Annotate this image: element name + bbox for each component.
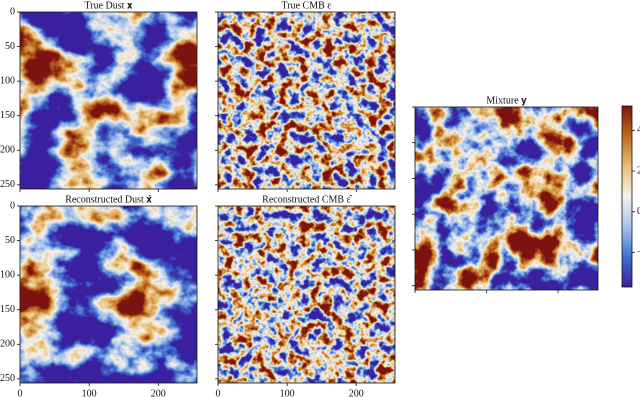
image bbox=[20, 12, 197, 189]
x-tick-label: 0 bbox=[216, 388, 221, 397]
image bbox=[20, 206, 197, 383]
panel: Reconstructed CMB ε̂ 0 100 200 bbox=[215, 194, 396, 397]
colorbar-tick-label: 0 bbox=[637, 206, 640, 217]
x-tick-label: 0 bbox=[18, 388, 23, 397]
panel: True Dust 𝐱 0 50 100 150 200 250 bbox=[0, 0, 198, 192]
colorbar-tick-label: −2 bbox=[637, 247, 640, 258]
y-tick-label: 200 bbox=[0, 339, 15, 350]
panel: Mixture 𝐲 −2 0 2 4 bbox=[412, 95, 640, 293]
frame bbox=[217, 205, 396, 384]
y-tick-label: 200 bbox=[0, 145, 15, 156]
frame bbox=[19, 11, 198, 190]
panel: Reconstructed Dust 𝐱̂ 0 100 200 0 50 100 150 200… bbox=[0, 194, 198, 397]
y-tick-label: 0 bbox=[10, 200, 15, 211]
frame bbox=[414, 106, 599, 291]
image bbox=[218, 12, 395, 189]
panel-title: Mixture 𝐲 bbox=[486, 95, 527, 106]
panel-title: Reconstructed Dust 𝐱̂ bbox=[65, 194, 152, 205]
x-tick-label: 100 bbox=[280, 388, 295, 397]
panel-title: True CMB ε bbox=[282, 0, 332, 11]
y-tick-label: 150 bbox=[0, 304, 15, 315]
panel: True CMB ε bbox=[215, 0, 396, 192]
y-tick-label: 150 bbox=[0, 110, 15, 121]
y-tick-label: 0 bbox=[10, 6, 15, 17]
y-tick-label: 50 bbox=[5, 41, 15, 52]
panel-title: Reconstructed CMB ε̂ bbox=[262, 194, 353, 205]
colorbar-tick-label: 4 bbox=[637, 125, 640, 136]
colorbar bbox=[621, 105, 633, 288]
y-tick-label: 250 bbox=[0, 373, 15, 384]
colorbar-tick-label: 2 bbox=[637, 165, 640, 176]
y-tick-label: 50 bbox=[5, 235, 15, 246]
image bbox=[218, 206, 395, 383]
x-tick-label: 200 bbox=[349, 388, 364, 397]
y-tick-label: 100 bbox=[0, 75, 15, 86]
x-tick-label: 200 bbox=[151, 388, 166, 397]
panel-title: True Dust 𝐱 bbox=[85, 0, 133, 11]
y-tick-label: 250 bbox=[0, 179, 15, 190]
image bbox=[415, 107, 598, 290]
x-tick-label: 100 bbox=[82, 388, 97, 397]
y-tick-label: 100 bbox=[0, 269, 15, 280]
frame bbox=[19, 205, 198, 384]
frame bbox=[217, 11, 396, 190]
